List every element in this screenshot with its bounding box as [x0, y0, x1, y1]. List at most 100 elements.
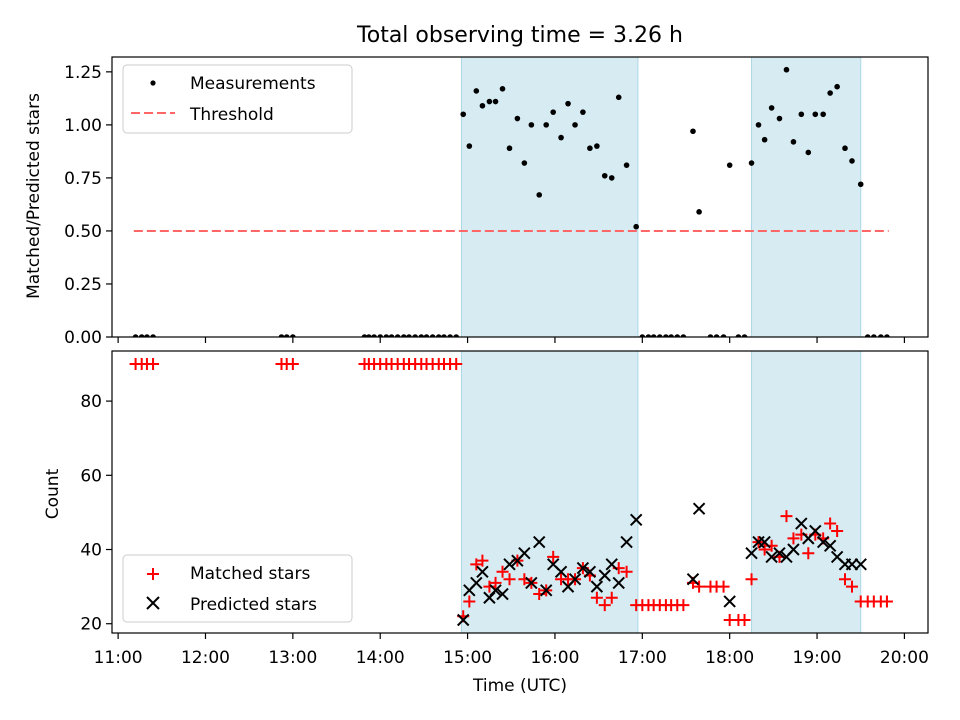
measurement-point [857, 181, 864, 188]
measurement-point [394, 334, 401, 337]
predicted-star-marker [540, 584, 553, 597]
measurement-point [768, 105, 775, 111]
predicted-star-marker [686, 572, 700, 586]
x-tick-label: 17:00 [618, 648, 667, 668]
matched-star-marker [147, 357, 160, 370]
measurement-point [755, 122, 762, 128]
y-tick-label: 60 [80, 466, 102, 486]
measurement-point [536, 192, 543, 198]
measurement-point [884, 334, 890, 337]
measurement-point [521, 160, 528, 166]
measurement-point [572, 122, 578, 128]
matched-star-marker [738, 614, 751, 627]
measurement-point [790, 139, 797, 145]
predicted-star-marker [745, 547, 758, 560]
matched-star-marker [677, 599, 690, 612]
measurement-point [499, 86, 506, 92]
measurement-point [528, 122, 535, 128]
predicted-star-marker [854, 558, 867, 571]
measurement-point [371, 334, 377, 337]
measurement-point [748, 160, 755, 166]
measurement-point [696, 209, 702, 215]
legend-marker-matched [147, 568, 159, 580]
measurement-point [633, 223, 639, 230]
measurement-point [680, 334, 687, 337]
measurement-point [615, 94, 622, 101]
matched-star-marker [758, 543, 771, 556]
predicted-star-marker [568, 572, 582, 586]
x-tick-label: 11:00 [94, 648, 143, 668]
measurement-point [601, 172, 608, 179]
measurement-point [864, 334, 871, 337]
measurement-point [608, 175, 615, 181]
measurement-point [435, 334, 442, 337]
measurement-point [506, 145, 513, 152]
chart-title: Total observing time = 3.26 h [356, 23, 683, 48]
matched-star-marker [802, 547, 815, 560]
predicted-star-marker [489, 584, 502, 597]
predicted-star-marker [605, 558, 618, 571]
measurement-point [798, 111, 805, 118]
predicted-star-marker [795, 517, 808, 530]
measurement-point [580, 109, 586, 115]
measurement-point [871, 334, 877, 337]
predicted-star-marker [809, 524, 822, 538]
predicted-star-marker [629, 513, 643, 527]
measurement-point [290, 334, 296, 337]
measurement-point [401, 334, 407, 337]
measurement-point [138, 334, 145, 337]
matched-star-marker [780, 510, 793, 523]
matched-star-marker [450, 357, 463, 370]
measurement-point [805, 149, 812, 156]
measurement-point [849, 158, 855, 164]
measurement-point [486, 98, 493, 105]
observing-window-shade [751, 351, 862, 633]
measurement-point [150, 334, 156, 337]
measurement-point [366, 334, 372, 337]
matched-star-marker [824, 517, 837, 530]
matched-star-marker [831, 524, 844, 537]
measurement-point [418, 334, 425, 337]
x-tick-label: 12:00 [181, 648, 230, 668]
top-panel: 0.00 0.25 0.50 0.75 1.00 1.25 [64, 56, 929, 348]
measurement-point [447, 334, 453, 337]
predicted-star-marker [554, 565, 568, 578]
measurement-point [558, 134, 564, 141]
measurement-point [377, 334, 384, 337]
predicted-star-marker [598, 569, 611, 582]
predicted-star-marker [525, 576, 538, 590]
matched-star-marker [845, 580, 858, 593]
measurement-point [453, 334, 460, 337]
matched-star-marker [483, 580, 496, 593]
legend-label-threshold: Threshold [189, 105, 274, 125]
measurement-point [735, 334, 742, 337]
matched-star-marker [590, 591, 603, 604]
measurement-point [144, 334, 150, 337]
y-tick-label: 20 [80, 615, 102, 635]
predicted-star-marker [590, 580, 604, 593]
x-tick-label: 15:00 [443, 648, 492, 668]
observing-window-shade [751, 57, 862, 337]
predicted-star-marker [816, 535, 830, 549]
measurement-point [283, 334, 290, 337]
measurement-point [492, 98, 499, 105]
axes-frame [111, 350, 929, 634]
matched-star-marker [880, 595, 893, 608]
legend-marker-predicted [146, 596, 160, 610]
measurement-point [441, 334, 447, 337]
x-tick-label: 14:00 [356, 648, 405, 668]
predicted-star-marker [457, 613, 470, 627]
measurement-point [406, 334, 412, 337]
predicted-star-marker [787, 543, 800, 556]
predicted-star-marker [692, 502, 706, 515]
measurement-point [639, 334, 646, 337]
matched-star-marker [839, 573, 852, 586]
measurement-point [761, 136, 768, 143]
plot-area [132, 57, 890, 337]
measurement-point [623, 162, 630, 168]
matched-star-marker [620, 565, 633, 578]
measurement-point [690, 128, 696, 135]
legend-bottom: Matched stars Predicted stars [122, 554, 353, 623]
measurement-point [842, 145, 848, 152]
matched-star-marker [745, 573, 758, 586]
